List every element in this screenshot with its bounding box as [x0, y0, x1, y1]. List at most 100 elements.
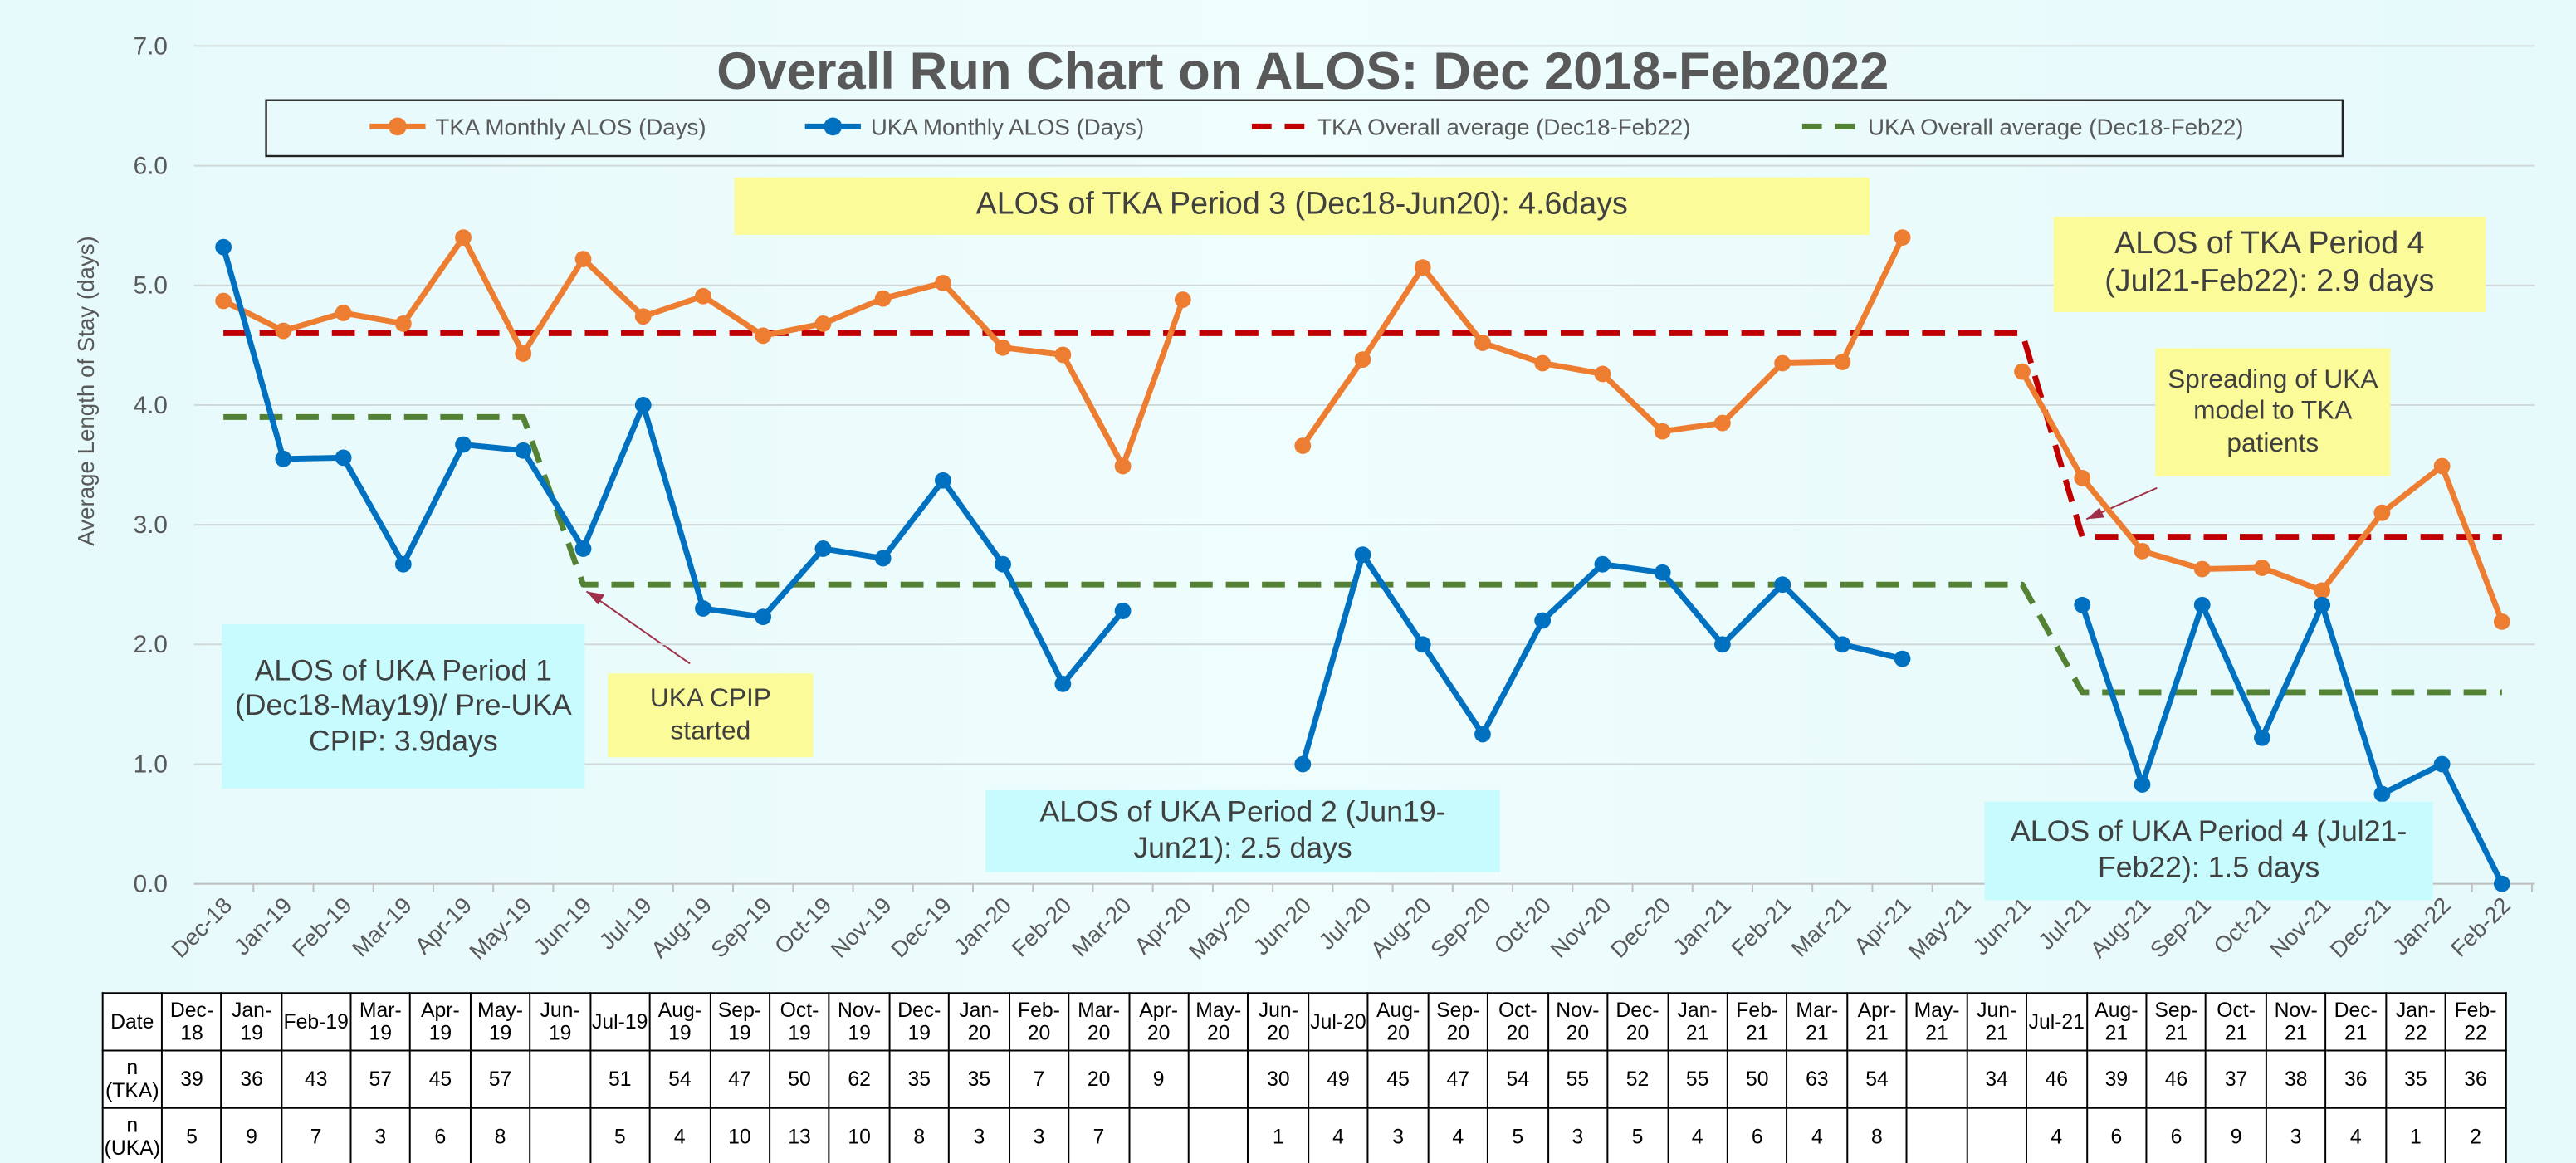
data-point	[2014, 363, 2031, 380]
x-tick-label: Feb-22	[2446, 892, 2515, 962]
x-tick-label: Jun-21	[1967, 892, 2036, 960]
legend-label: TKA Monthly ALOS (Days)	[435, 114, 706, 139]
x-tick-label: Sep-20	[1425, 892, 1496, 963]
data-point	[2433, 457, 2451, 475]
data-point	[2074, 596, 2091, 613]
data-point	[2493, 875, 2510, 892]
table-row: n (UKA) 5 9 7 3 6 8 5 4 10 13 10 8 3 3 7 1 4 3 4 5 3 5 4 6 4 8 4 6 6 9…	[101, 1107, 2507, 1163]
table-cell: 39	[160, 1049, 223, 1109]
data-point	[1774, 354, 1791, 372]
legend-marker	[389, 117, 407, 136]
data-point	[1713, 414, 1731, 432]
data-point	[1054, 346, 1072, 364]
chart: Overall Run Chart on ALOS: Dec 2018-Feb2…	[73, 32, 2535, 965]
table-cell: 13	[768, 1107, 831, 1163]
table-cell: 50	[768, 1049, 831, 1109]
table-cell: 10	[829, 1107, 891, 1163]
data-point	[695, 600, 711, 617]
x-tick-label: Aug-21	[2085, 892, 2156, 963]
table-cell: 5	[160, 1107, 223, 1163]
table-cell: 6	[1726, 1107, 1788, 1163]
table-cell: 52	[1606, 1049, 1669, 1109]
table-cell: 4	[2324, 1107, 2387, 1163]
table-cell	[1187, 1049, 1249, 1109]
y-tick-label: 5.0	[134, 272, 168, 300]
data-point	[515, 345, 532, 362]
data-point	[814, 315, 832, 332]
table-cell: 34	[1966, 1049, 2028, 1109]
data-point	[1354, 546, 1371, 564]
table-cell: 62	[829, 1049, 891, 1109]
data-point	[574, 540, 592, 557]
table-cell: 45	[409, 1049, 472, 1109]
table-cell	[1187, 1107, 1249, 1163]
y-tick-label: 3.0	[134, 511, 168, 539]
row-header: Date	[101, 992, 163, 1052]
table-cell: Jan-22	[2384, 992, 2446, 1052]
data-point	[634, 397, 652, 413]
data-point	[335, 449, 352, 467]
x-tick-label: May-21	[1904, 892, 1976, 965]
annotation: Spreading of UKA model to TKA patients	[2155, 348, 2391, 476]
x-tick-label: Oct-20	[1489, 892, 1557, 960]
data-point	[2134, 776, 2151, 793]
x-tick-label: Jan-22	[2388, 892, 2456, 960]
data-point	[1474, 335, 1491, 351]
data-point	[1414, 636, 1431, 653]
data-point	[1054, 675, 1072, 692]
table-cell	[1906, 1107, 1968, 1163]
row-header: n (UKA)	[101, 1107, 163, 1163]
table-cell: Aug-19	[648, 992, 711, 1052]
row-header: n (TKA)	[101, 1049, 163, 1109]
table-cell: Sep-19	[708, 992, 770, 1052]
table-cell: 51	[589, 1049, 651, 1109]
x-tick-label: Dec-18	[166, 892, 237, 963]
table-cell: Jan-20	[948, 992, 1010, 1052]
data-point	[634, 308, 652, 325]
table-cell: Feb-20	[1008, 992, 1070, 1052]
table-cell: 7	[1008, 1049, 1070, 1109]
table-cell: 6	[2085, 1107, 2148, 1163]
table-cell: 4	[1427, 1107, 1489, 1163]
table-cell: 30	[1247, 1049, 1309, 1109]
table-cell: 54	[1845, 1049, 1909, 1109]
table-cell: 4	[1666, 1107, 1728, 1163]
table-cell: 9	[221, 1107, 283, 1163]
annotation: ALOS of TKA Period 3 (Dec18-Jun20): 4.6d…	[734, 177, 1870, 235]
table-cell: 35	[888, 1049, 951, 1109]
x-tick-label: Mar-21	[1787, 892, 1856, 962]
data-point	[2314, 596, 2331, 613]
legend-label: TKA Overall average (Dec18-Feb22)	[1317, 114, 1690, 139]
table-cell: 7	[281, 1107, 352, 1163]
table-cell: 8	[469, 1107, 531, 1163]
table-cell: Nov-21	[2265, 992, 2327, 1052]
data-point	[2314, 582, 2331, 599]
data-point	[755, 327, 772, 345]
data-point	[1834, 636, 1851, 653]
x-tick-label: Feb-21	[1726, 892, 1796, 962]
data-point	[1894, 229, 1911, 246]
table-cell: Aug-21	[2085, 992, 2148, 1052]
table-cell: Jan-21	[1666, 992, 1728, 1052]
table-cell: Feb-19	[281, 992, 352, 1052]
table-cell	[529, 1107, 591, 1163]
table-cell: 3	[2265, 1107, 2327, 1163]
table-cell: 5	[589, 1107, 651, 1163]
table-cell: 55	[1547, 1049, 1609, 1109]
table-cell	[1906, 1049, 1968, 1109]
x-tick-label: Dec-19	[886, 892, 956, 963]
table-cell: Apr-20	[1127, 992, 1190, 1052]
annotation: ALOS of UKA Period 2 (Jun19-Jun21): 2.5 …	[985, 789, 1500, 872]
table-cell: Mar-20	[1068, 992, 1130, 1052]
data-point	[1474, 726, 1491, 743]
table-cell	[529, 1049, 591, 1109]
table-cell: Oct-21	[2205, 992, 2267, 1052]
table-cell: 6	[2145, 1107, 2207, 1163]
table-cell: 45	[1367, 1049, 1430, 1109]
table-cell: 46	[2026, 1049, 2088, 1109]
data-point	[995, 339, 1012, 356]
table-cell: Jul-21	[2026, 992, 2088, 1052]
x-tick-label: Jan-19	[229, 892, 297, 960]
data-point	[455, 229, 472, 246]
